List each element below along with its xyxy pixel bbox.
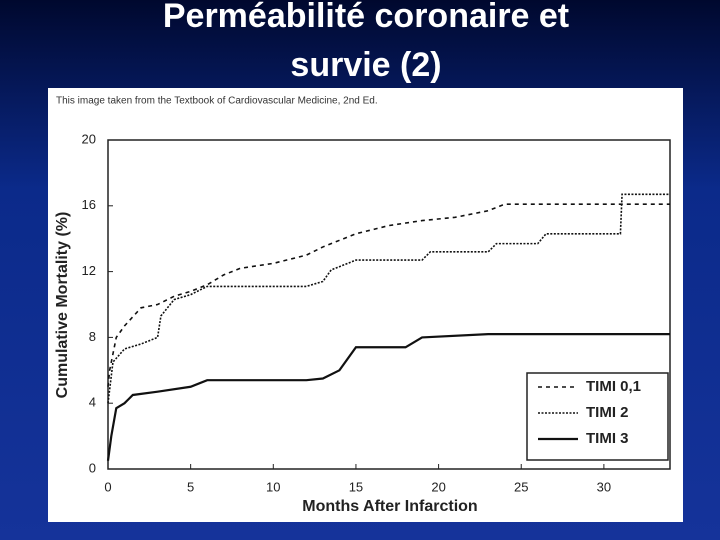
y-axis-label: Cumulative Mortality (%) — [54, 212, 71, 399]
x-tick-label: 30 — [597, 479, 611, 494]
slide-title: Perméabilité coronaire et — [163, 0, 569, 35]
source-note: This image taken from the Textbook of Ca… — [56, 96, 378, 107]
x-tick-label: 25 — [514, 479, 528, 494]
x-tick-label: 20 — [431, 479, 445, 494]
legend-label: TIMI 2 — [586, 404, 629, 421]
y-tick-label: 20 — [82, 131, 96, 146]
x-tick-label: 5 — [187, 479, 194, 494]
slide-title: survie (2) — [290, 46, 441, 84]
x-axis-label: Months After Infarction — [302, 498, 477, 515]
legend-box — [526, 372, 669, 461]
legend-label: TIMI 3 — [586, 430, 629, 447]
x-tick-label: 10 — [266, 479, 280, 494]
y-tick-label: 0 — [89, 460, 96, 475]
x-tick-label: 0 — [104, 479, 111, 494]
legend-label: TIMI 0,1 — [586, 378, 641, 395]
y-tick-label: 16 — [82, 197, 96, 212]
series-line — [106, 333, 670, 461]
series-line — [107, 193, 670, 404]
series-line — [107, 203, 670, 387]
y-tick-label: 8 — [89, 329, 96, 344]
x-tick-label: 15 — [349, 479, 363, 494]
plot-frame — [107, 139, 671, 470]
y-tick-label: 4 — [89, 395, 96, 410]
y-tick-label: 12 — [82, 263, 96, 278]
